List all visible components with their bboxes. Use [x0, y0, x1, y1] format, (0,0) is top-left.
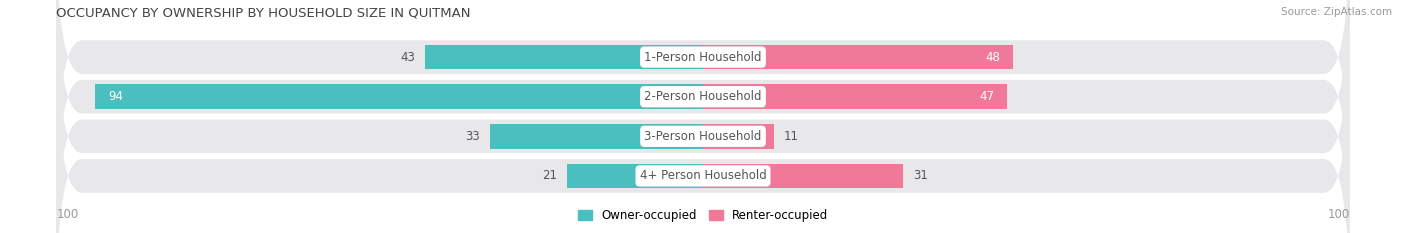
- Text: 48: 48: [986, 51, 1001, 64]
- Text: 47: 47: [979, 90, 994, 103]
- FancyBboxPatch shape: [56, 0, 1350, 233]
- Bar: [567, 164, 703, 188]
- FancyBboxPatch shape: [56, 0, 1350, 199]
- Text: 43: 43: [401, 51, 415, 64]
- Bar: [703, 45, 1014, 69]
- Bar: [96, 84, 703, 109]
- Text: OCCUPANCY BY OWNERSHIP BY HOUSEHOLD SIZE IN QUITMAN: OCCUPANCY BY OWNERSHIP BY HOUSEHOLD SIZE…: [56, 7, 471, 20]
- Text: 100: 100: [56, 208, 79, 221]
- Bar: [703, 84, 1007, 109]
- Text: 3-Person Household: 3-Person Household: [644, 130, 762, 143]
- Text: 4+ Person Household: 4+ Person Household: [640, 169, 766, 182]
- Text: 21: 21: [543, 169, 558, 182]
- Text: 100: 100: [1327, 208, 1350, 221]
- Bar: [703, 124, 775, 149]
- Legend: Owner-occupied, Renter-occupied: Owner-occupied, Renter-occupied: [572, 205, 834, 227]
- Text: 31: 31: [914, 169, 928, 182]
- Text: 1-Person Household: 1-Person Household: [644, 51, 762, 64]
- FancyBboxPatch shape: [56, 34, 1350, 233]
- Bar: [703, 164, 904, 188]
- Text: 33: 33: [465, 130, 479, 143]
- FancyBboxPatch shape: [56, 0, 1350, 233]
- Text: Source: ZipAtlas.com: Source: ZipAtlas.com: [1281, 7, 1392, 17]
- Bar: [425, 45, 703, 69]
- Text: 11: 11: [785, 130, 799, 143]
- Text: 94: 94: [108, 90, 122, 103]
- Bar: [489, 124, 703, 149]
- Text: 2-Person Household: 2-Person Household: [644, 90, 762, 103]
